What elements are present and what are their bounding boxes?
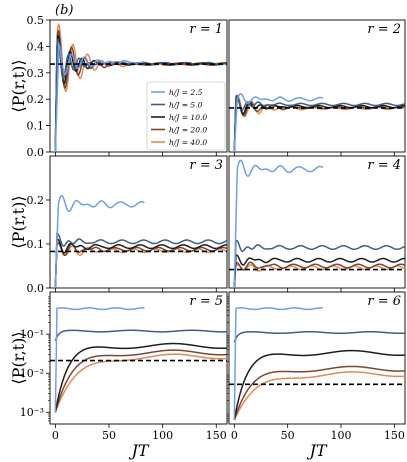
axes-frame [228,155,406,289]
x-tick-label: 100 [331,429,352,442]
x-axis-label: JT [128,441,149,460]
y-axis-label: ⟨P(r,t)⟩ [9,331,28,384]
y-tick-label: 10⁻¹ [20,328,44,341]
series-line-hJ20.0 [233,260,405,288]
series-line-hJ10.0 [233,349,405,421]
panel-label: r = 6 [367,294,401,309]
legend-box [146,81,226,151]
y-tick-label: 0.5 [27,14,45,27]
x-tick-label: 150 [206,429,227,442]
series-line-hJ10.0 [233,254,405,288]
panel-r3: 0.0 0.1 0.2 r = 3 [27,155,228,295]
series-group [50,23,227,152]
y-axis-label: ⟨P(r,t)⟩ [9,195,28,248]
series-line-hJ5.0 [54,329,227,342]
series-line-hJ2.5 [233,159,324,288]
series-line-hJ20.0 [54,349,227,413]
series-line-hJ10.0 [54,342,227,413]
series-line-hJ5.0 [233,331,405,343]
series-line-hJ5.0 [54,232,227,288]
y-tick-label: 0.3 [27,67,45,80]
legend: h/J = 2.5 h/J = 5.0 h/J = 10.0 h/J = 20.0 h/… [146,81,226,151]
legend-entry: h/J = 40.0 [169,138,207,147]
series-line-hJ10.0 [233,96,405,152]
x-tick-label: 50 [281,429,295,442]
series-line-hJ2.5 [54,194,145,288]
panel-label: r = 4 [367,158,401,173]
series-line-hJ40.0 [54,353,227,413]
series-group [229,307,405,421]
axes-frame [228,291,406,425]
legend-entry: h/J = 2.5 [169,88,203,97]
y-tick-label: 0.1 [27,120,45,133]
series-line-hJ2.5 [54,41,145,152]
series-line-hJ5.0 [233,94,405,152]
series-line-hJ40.0 [54,242,227,288]
series-line-hJ10.0 [54,238,227,288]
panel-r6: 0 50 100 150 r = 6 [227,291,406,442]
series-line-hJ2.5 [233,93,324,152]
series-group [229,159,405,288]
series-group [229,93,405,152]
y-axis-label: ⟨P(r,t)⟩ [9,59,28,112]
y-tick-label: 10⁻³ [20,406,44,419]
panel-label: r = 1 [189,22,223,37]
x-axis-label: JT [306,441,327,460]
series-group [50,194,227,288]
y-tick-label: 0.0 [27,146,45,159]
figure-label: (b) [55,3,73,18]
panel-r5: 10⁻³ 10⁻² 10⁻¹ 0 50 100 150 r = 5 [20,291,228,442]
x-tick-label: 100 [152,429,173,442]
panel-r4: r = 4 [228,155,406,292]
series-line-hJ20.0 [233,365,405,421]
series-line-hJ2.5 [54,307,145,413]
y-tick-label: 0.2 [27,93,45,106]
series-line-hJ40.0 [233,371,405,421]
x-tick-label: 0 [52,429,59,442]
series-line-hJ2.5 [233,307,323,421]
legend-entry: h/J = 5.0 [169,101,203,110]
panel-r1: 0.0 0.1 0.2 0.3 0.4 0.5 r = 1 h/J = 2.5 h/J = 5.… [27,14,228,159]
series-line-hJ5.0 [233,239,405,288]
y-tick-label: 10⁻² [20,367,44,380]
panel-r2: r = 2 [228,19,406,156]
x-tick-label: 150 [384,429,405,442]
panel-label: r = 2 [367,22,401,37]
y-tick-label: 0.4 [27,40,45,53]
legend-entry: h/J = 20.0 [169,126,207,135]
legend-entry: h/J = 10.0 [169,113,207,122]
axes-frame [228,19,406,153]
y-tick-label: 0.2 [27,194,45,207]
panel-label: r = 5 [189,294,223,309]
x-tick-label: 0 [231,429,238,442]
axes-frame [49,155,228,289]
panel-label: r = 3 [189,158,223,173]
x-tick-label: 50 [102,429,116,442]
y-tick-label: 0.1 [27,238,45,251]
series-group [50,307,227,413]
axes-frame [49,19,228,153]
axes-frame [49,291,228,425]
y-tick-label: 0.0 [27,282,45,295]
series-line-hJ20.0 [54,240,227,288]
